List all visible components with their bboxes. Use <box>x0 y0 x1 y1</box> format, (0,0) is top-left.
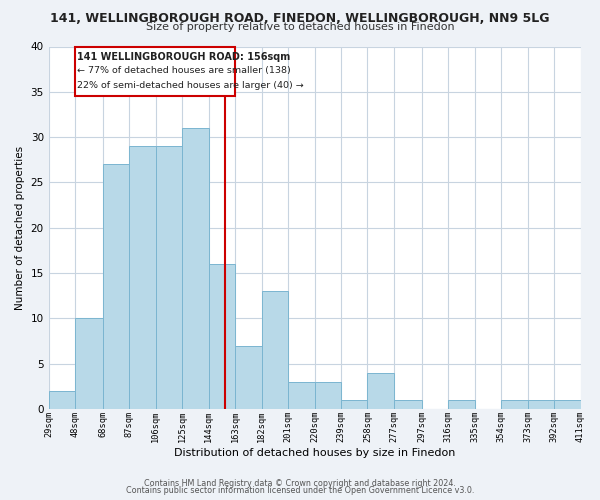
Text: Contains HM Land Registry data © Crown copyright and database right 2024.: Contains HM Land Registry data © Crown c… <box>144 478 456 488</box>
Bar <box>182 128 209 409</box>
Bar <box>501 400 527 409</box>
Bar <box>75 318 103 409</box>
Text: ← 77% of detached houses are smaller (138): ← 77% of detached houses are smaller (13… <box>77 66 291 76</box>
Bar <box>262 291 288 409</box>
FancyBboxPatch shape <box>75 46 235 96</box>
X-axis label: Distribution of detached houses by size in Finedon: Distribution of detached houses by size … <box>174 448 455 458</box>
Bar <box>209 264 235 409</box>
Bar <box>554 400 581 409</box>
Bar <box>235 346 262 409</box>
Bar <box>527 400 554 409</box>
Text: Size of property relative to detached houses in Finedon: Size of property relative to detached ho… <box>146 22 454 32</box>
Bar <box>49 391 75 409</box>
Bar <box>103 164 130 409</box>
Bar <box>314 382 341 409</box>
Text: 141 WELLINGBOROUGH ROAD: 156sqm: 141 WELLINGBOROUGH ROAD: 156sqm <box>77 52 290 62</box>
Bar <box>367 373 394 409</box>
Bar <box>156 146 182 409</box>
Bar <box>130 146 156 409</box>
Bar <box>394 400 422 409</box>
Bar <box>341 400 367 409</box>
Y-axis label: Number of detached properties: Number of detached properties <box>15 146 25 310</box>
Bar <box>288 382 314 409</box>
Text: Contains public sector information licensed under the Open Government Licence v3: Contains public sector information licen… <box>126 486 474 495</box>
Bar <box>448 400 475 409</box>
Text: 141, WELLINGBOROUGH ROAD, FINEDON, WELLINGBOROUGH, NN9 5LG: 141, WELLINGBOROUGH ROAD, FINEDON, WELLI… <box>50 12 550 26</box>
Text: 22% of semi-detached houses are larger (40) →: 22% of semi-detached houses are larger (… <box>77 81 304 90</box>
